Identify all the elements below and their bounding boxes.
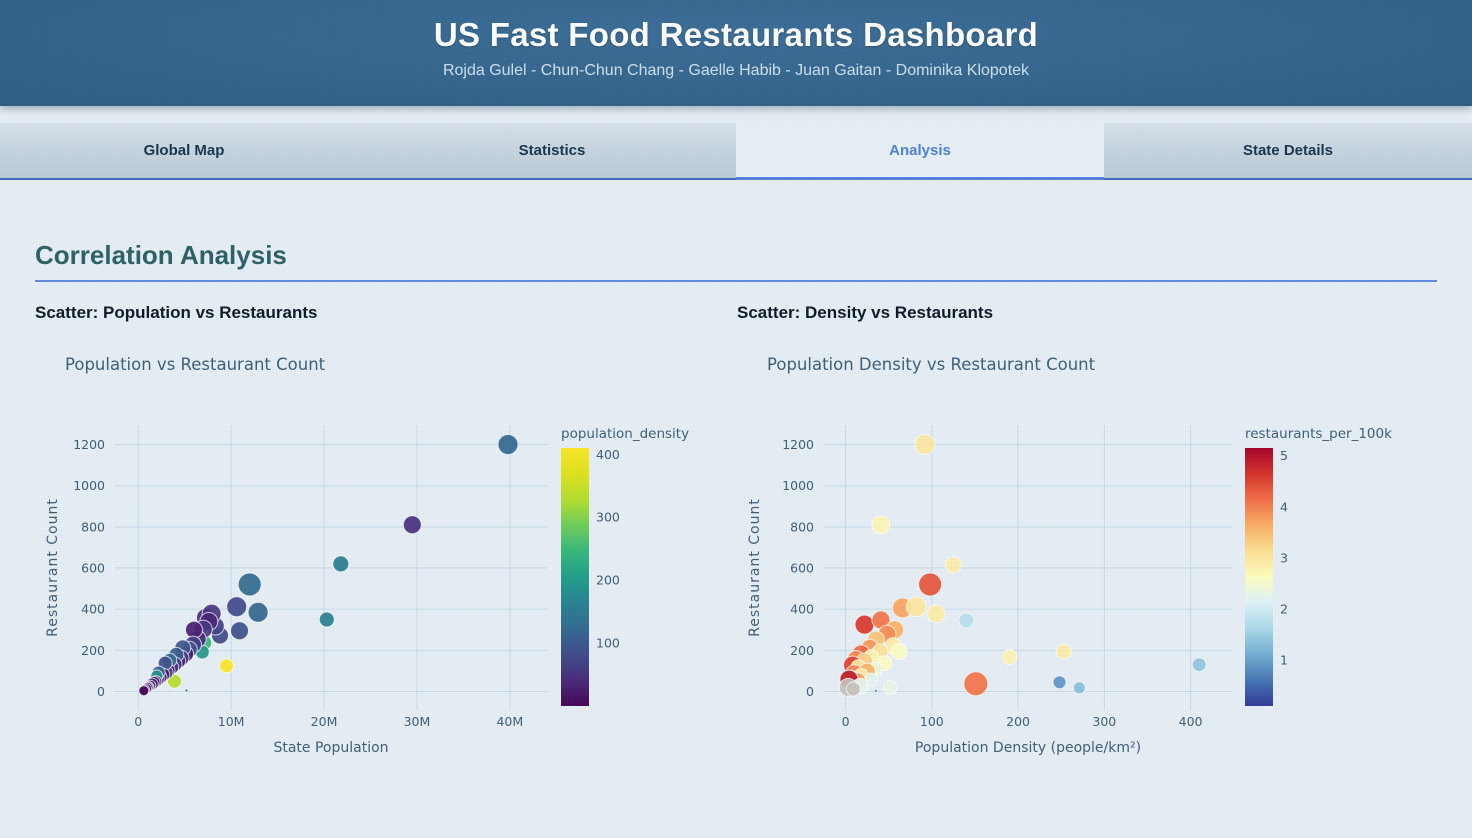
colorbar-title: restaurants_per_100k — [1245, 426, 1392, 442]
scatter-point[interactable] — [905, 596, 927, 618]
scatter-point[interactable] — [184, 688, 189, 693]
colorbar-tick-label: 400 — [596, 447, 620, 462]
chart-heading-population-vs-restaurants: Scatter: Population vs Restaurants — [35, 303, 318, 322]
page-title: US Fast Food Restaurants Dashboard — [433, 16, 1039, 53]
section-title: Correlation Analysis — [35, 240, 287, 270]
colorbar-title: population_density — [561, 426, 689, 442]
colorbar-tick-label: 4 — [1280, 499, 1288, 514]
colorbar-tick-label: 5 — [1280, 448, 1288, 463]
y-tick-label: 600 — [790, 561, 814, 576]
y-axis-title: Restaurant Count — [747, 498, 763, 637]
x-tick-label: 400 — [1179, 714, 1203, 729]
page-subtitle: Rojda Gulel - Chun-Chun Chang - Gaelle H… — [442, 62, 1030, 79]
scatter-point[interactable] — [185, 620, 203, 639]
scatter-point[interactable] — [963, 671, 989, 697]
x-tick-label: 10M — [218, 714, 245, 729]
x-tick-label: 40M — [496, 714, 523, 729]
scatter-point[interactable] — [882, 679, 898, 695]
scatter-point[interactable] — [871, 515, 891, 535]
chart-title: Population Density vs Restaurant Count — [767, 355, 1096, 374]
scatter-point[interactable] — [226, 596, 248, 618]
colorbar-tick-label: 200 — [596, 573, 620, 588]
scatter-point[interactable] — [918, 572, 943, 597]
scatter-point[interactable] — [1055, 643, 1072, 660]
scatter-point[interactable] — [237, 572, 262, 597]
colorbar — [561, 448, 589, 706]
y-tick-label: 1000 — [782, 478, 814, 493]
scatter-point[interactable] — [497, 434, 519, 455]
y-tick-label: 0 — [806, 684, 814, 699]
x-tick-label: 200 — [1006, 714, 1030, 729]
scatter-points — [138, 434, 519, 697]
scatter-point[interactable] — [230, 621, 249, 641]
tab-statistics[interactable]: Statistics — [368, 123, 736, 180]
scatter-point[interactable] — [138, 685, 150, 697]
y-tick-label: 200 — [790, 643, 814, 658]
x-tick-label: 0 — [842, 714, 850, 729]
y-tick-label: 0 — [97, 684, 105, 699]
colorbar-tick-label: 100 — [596, 636, 620, 651]
scatter-point[interactable] — [890, 642, 908, 660]
tab-bar: Global Map Statistics Analysis State Detail… — [0, 123, 1472, 180]
scatter-point[interactable] — [1072, 681, 1086, 695]
colorbar-tick-label: 1 — [1280, 653, 1288, 668]
dashboard-header: US Fast Food Restaurants Dashboard Rojda… — [0, 0, 1472, 106]
chart-heading-density-vs-restaurants: Scatter: Density vs Restaurants — [737, 303, 994, 322]
scatter-point[interactable] — [926, 604, 946, 624]
scatter-point[interactable] — [318, 611, 335, 628]
y-tick-label: 1000 — [73, 478, 105, 493]
colorbar-tick-label: 3 — [1280, 550, 1288, 565]
scatter-point[interactable] — [332, 555, 350, 573]
tab-global-map[interactable]: Global Map — [0, 123, 368, 180]
x-axis-title: Population Density (people/km²) — [915, 740, 1141, 756]
scatter-point[interactable] — [854, 614, 875, 635]
grid — [824, 425, 1232, 710]
scatter-point[interactable] — [1191, 657, 1207, 673]
scatter-chart-population-vs-restaurants: 0 10M 20M 30M 40M 0 200 400 600 800 1000 1200 State … — [35, 340, 705, 780]
scatter-point[interactable] — [1052, 675, 1067, 690]
scatter-point[interactable] — [958, 612, 975, 629]
section-divider — [35, 280, 1437, 282]
y-tick-label: 1200 — [782, 437, 814, 452]
y-tick-label: 600 — [81, 561, 105, 576]
scatter-point[interactable] — [402, 515, 422, 535]
scatter-point[interactable] — [219, 658, 234, 674]
y-axis-title: Restaurant Count — [45, 498, 61, 637]
y-tick-label: 400 — [81, 602, 105, 617]
colorbar-tick-label: 300 — [596, 510, 620, 525]
colorbar — [1245, 448, 1273, 706]
y-tick-label: 1200 — [73, 437, 105, 452]
x-tick-label: 0 — [134, 714, 142, 729]
x-tick-label: 100 — [920, 714, 944, 729]
scatter-point[interactable] — [1001, 648, 1018, 665]
scatter-points — [838, 434, 1207, 697]
colorbar-tick-label: 2 — [1280, 601, 1288, 616]
y-tick-label: 200 — [81, 643, 105, 658]
scatter-chart-density-vs-restaurants: 0 100 200 300 400 0 200 400 600 800 1000 1200 Popula… — [737, 340, 1437, 780]
scatter-point[interactable] — [944, 556, 962, 574]
chart-canvas: 0 100 200 300 400 0 200 400 600 800 1000 1200 Popula… — [747, 355, 1392, 756]
x-tick-label: 20M — [311, 714, 338, 729]
y-tick-label: 800 — [790, 519, 814, 534]
x-axis-title: State Population — [273, 740, 388, 756]
y-tick-label: 400 — [790, 602, 814, 617]
chart-title: Population vs Restaurant Count — [65, 355, 326, 374]
scatter-point[interactable] — [914, 434, 936, 455]
tab-state-details[interactable]: State Details — [1104, 123, 1472, 180]
tab-analysis[interactable]: Analysis — [736, 123, 1104, 180]
chart-canvas: 0 10M 20M 30M 40M 0 200 400 600 800 1000 1200 State … — [45, 355, 689, 756]
scatter-point[interactable] — [873, 688, 878, 693]
x-tick-label: 30M — [404, 714, 431, 729]
scatter-point[interactable] — [247, 601, 269, 623]
x-tick-label: 300 — [1092, 714, 1116, 729]
y-tick-label: 800 — [81, 519, 105, 534]
scatter-point[interactable] — [845, 681, 861, 697]
